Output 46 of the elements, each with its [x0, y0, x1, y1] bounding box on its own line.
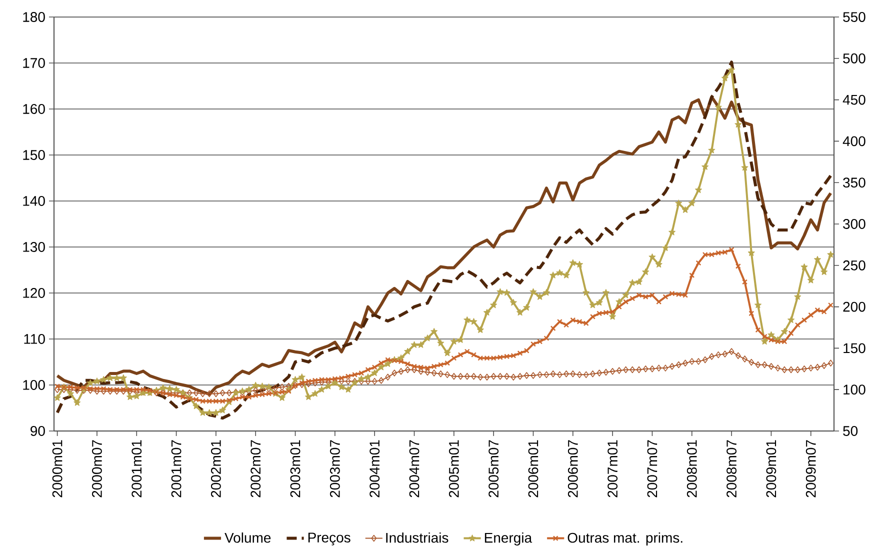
- y2-tick-label: 350: [843, 178, 866, 188]
- y2-tick-label: 50: [843, 426, 858, 436]
- y-tick-label: 180: [23, 12, 45, 22]
- legend-label: Industriais: [386, 532, 448, 543]
- y2-tick-label: 200: [843, 302, 866, 312]
- x-tick-label: 2005m01: [448, 440, 459, 498]
- y-tick-label: 130: [23, 242, 45, 252]
- legend-label: Energia: [484, 532, 532, 546]
- y2-tick-label: 150: [844, 343, 866, 354]
- y-tick-label: 170: [23, 58, 45, 68]
- y-tick-label: 140: [23, 196, 45, 206]
- y-tick-label: 100: [23, 380, 45, 390]
- x-tick-label: 2000m01: [52, 440, 62, 498]
- x-tick-label: 2003m07: [330, 440, 340, 498]
- x-tick-label: 2004m07: [409, 440, 420, 498]
- x-tick-label: 2000m07: [92, 440, 102, 498]
- y2-tick-label: 100: [844, 384, 866, 395]
- x-tick-label: 2007m07: [647, 440, 658, 498]
- x-tick-label: 2002m01: [210, 440, 221, 498]
- y2-tick-label: 400: [842, 136, 866, 146]
- x-tick-label: 2006m01: [528, 440, 538, 498]
- x-tick-label: 2004m01: [370, 440, 380, 498]
- legend-label: Outras mat. prims.: [568, 532, 682, 546]
- x-tick-label: 2001m01: [132, 440, 142, 498]
- x-tick-label: 2006m07: [568, 440, 578, 498]
- y2-tick-label: 500: [843, 53, 866, 64]
- y2-tick-label: 300: [843, 219, 866, 229]
- y-tick-label: 90: [30, 426, 45, 436]
- x-tick-label: 2007m01: [608, 440, 618, 498]
- x-tick-label: 2009m01: [766, 440, 776, 498]
- y2-tick-label: 250: [843, 260, 866, 270]
- y-tick-label: 160: [23, 104, 45, 114]
- x-tick-label: 2008m07: [726, 440, 737, 498]
- y-tick-label: 150: [23, 150, 45, 160]
- x-tick-label: 2008m01: [686, 440, 697, 498]
- x-tick-label: 2001m07: [171, 440, 182, 498]
- y2-tick-label: 450: [842, 94, 866, 105]
- y2-tick-label: 550: [843, 12, 866, 22]
- y-tick-label: 120: [23, 288, 45, 298]
- x-tick-label: 2005m07: [488, 440, 499, 498]
- legend-label: Volume: [224, 532, 271, 543]
- legend-label: Preços: [308, 532, 350, 546]
- x-tick-label: 2009m07: [806, 440, 816, 498]
- y-tick-label: 110: [24, 334, 45, 344]
- x-tick-label: 2002m07: [250, 440, 261, 498]
- x-tick-label: 2003m01: [290, 440, 300, 498]
